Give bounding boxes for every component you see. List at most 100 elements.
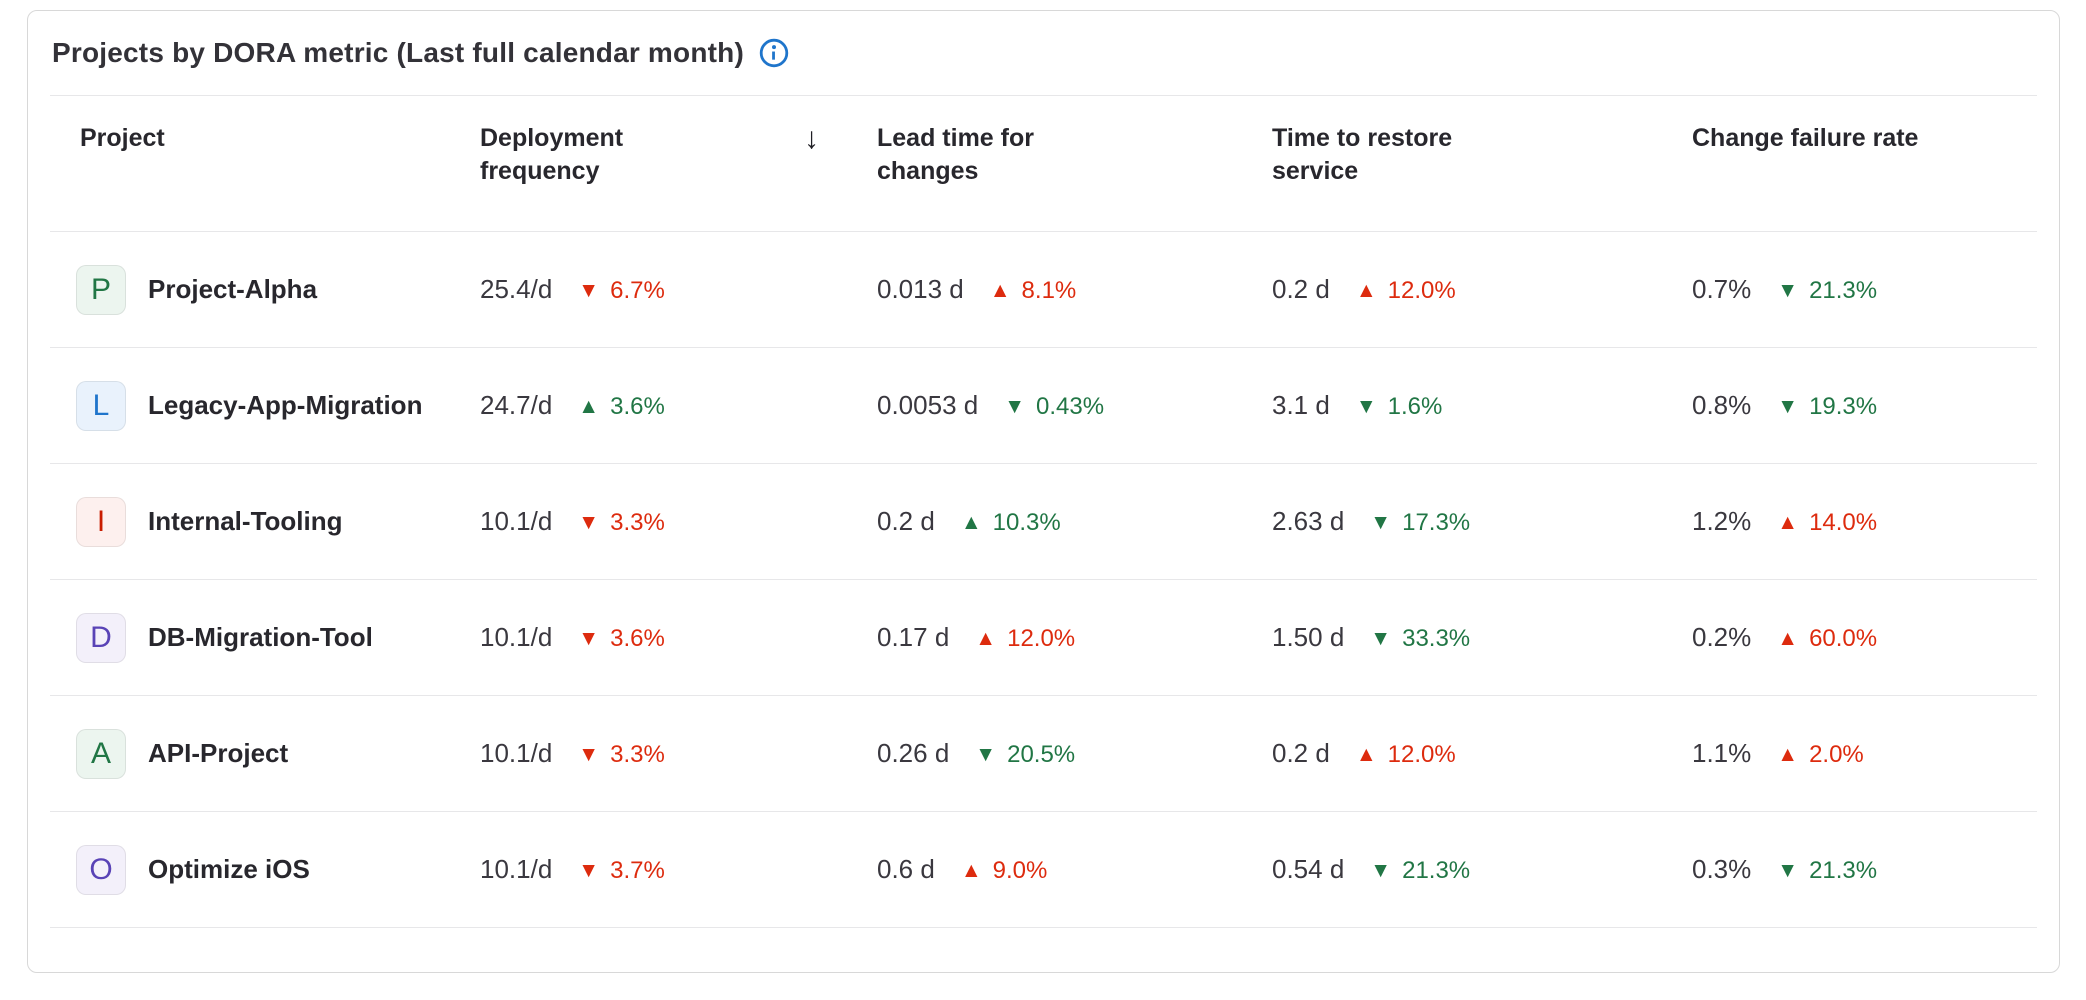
trend-percent: 3.6% xyxy=(610,625,665,652)
metric-cell-deployment-frequency: 10.1/d ▼ 3.3% xyxy=(456,506,853,537)
trend-up-icon: ▲ xyxy=(578,395,600,418)
metric-value: 25.4/d xyxy=(480,274,553,304)
metric-cell-deployment-frequency: 10.1/d ▼ 3.3% xyxy=(456,738,853,769)
project-name[interactable]: Optimize iOS xyxy=(148,854,310,884)
trend-up-icon: ▲ xyxy=(1355,743,1377,766)
table-row: I Internal-Tooling 10.1/d ▼ 3.3% 0.2 d ▲ 10.3% 2… xyxy=(50,464,2037,580)
trend-indicator: ▼ 1.6% xyxy=(1356,393,1443,421)
metric-cell-change-failure-rate: 1.2% ▲ 14.0% xyxy=(1668,506,2037,537)
metric-cell-lead-time-for-changes: 0.26 d ▼ 20.5% xyxy=(853,738,1248,769)
trend-down-icon: ▼ xyxy=(1777,395,1799,418)
project-cell[interactable]: D DB-Migration-Tool xyxy=(50,612,456,663)
metric-cell-time-to-restore-service: 2.63 d ▼ 17.3% xyxy=(1248,506,1668,537)
table-row: A API-Project 10.1/d ▼ 3.3% 0.26 d ▼ 20.5% 0.2 d… xyxy=(50,696,2037,812)
metric-value: 0.6 d xyxy=(877,854,935,884)
trend-down-icon: ▼ xyxy=(1777,859,1799,882)
trend-up-icon: ▲ xyxy=(975,627,997,650)
trend-indicator: ▲ 60.0% xyxy=(1777,625,1877,653)
card-title: Projects by DORA metric (Last full calen… xyxy=(52,37,744,68)
metric-cell-deployment-frequency: 25.4/d ▼ 6.7% xyxy=(456,274,853,305)
column-header-time-to-restore-service[interactable]: Time to restore service xyxy=(1272,124,1453,185)
info-circle-icon[interactable] xyxy=(758,37,790,69)
project-avatar: P xyxy=(76,264,126,315)
metric-value: 0.2% xyxy=(1692,622,1752,652)
project-cell[interactable]: L Legacy-App-Migration xyxy=(50,380,456,431)
project-cell[interactable]: A API-Project xyxy=(50,728,456,779)
trend-down-icon: ▼ xyxy=(578,859,600,882)
trend-indicator: ▲ 2.0% xyxy=(1777,741,1864,769)
metric-value: 0.54 d xyxy=(1272,854,1345,884)
metric-value: 3.1 d xyxy=(1272,390,1330,420)
card-header: Projects by DORA metric (Last full calen… xyxy=(50,11,2037,96)
project-avatar: L xyxy=(76,380,126,431)
metric-value: 10.1/d xyxy=(480,738,553,768)
metric-value: 1.1% xyxy=(1692,738,1752,768)
trend-indicator: ▼ 6.7% xyxy=(578,277,665,305)
metric-cell-time-to-restore-service: 0.2 d ▲ 12.0% xyxy=(1248,274,1668,305)
metric-cell-lead-time-for-changes: 0.2 d ▲ 10.3% xyxy=(853,506,1248,537)
trend-indicator: ▼ 17.3% xyxy=(1370,509,1470,537)
column-header-deployment-frequency[interactable]: Deployment frequency ↓ xyxy=(480,122,819,185)
trend-indicator: ▲ 12.0% xyxy=(1356,741,1456,769)
sort-descending-icon[interactable]: ↓ xyxy=(804,122,819,155)
trend-percent: 12.0% xyxy=(1387,741,1456,768)
metric-value: 2.63 d xyxy=(1272,506,1345,536)
trend-down-icon: ▼ xyxy=(1004,395,1026,418)
metric-cell-deployment-frequency: 24.7/d ▲ 3.6% xyxy=(456,390,853,421)
trend-indicator: ▲ 10.3% xyxy=(961,509,1061,537)
metric-value: 0.3% xyxy=(1692,854,1752,884)
project-name[interactable]: API-Project xyxy=(148,738,289,768)
trend-down-icon: ▼ xyxy=(1370,511,1392,534)
column-header-project[interactable]: Project xyxy=(80,124,165,152)
trend-indicator: ▼ 21.3% xyxy=(1777,857,1877,885)
metric-cell-lead-time-for-changes: 0.6 d ▲ 9.0% xyxy=(853,854,1248,885)
trend-down-icon: ▼ xyxy=(578,743,600,766)
metric-cell-lead-time-for-changes: 0.17 d ▲ 12.0% xyxy=(853,622,1248,653)
trend-percent: 6.7% xyxy=(610,277,665,304)
table-row: O Optimize iOS 10.1/d ▼ 3.7% 0.6 d ▲ 9.0% 0.54 d… xyxy=(50,812,2037,928)
project-name[interactable]: DB-Migration-Tool xyxy=(148,622,373,652)
project-cell[interactable]: P Project-Alpha xyxy=(50,264,456,315)
trend-down-icon: ▼ xyxy=(1370,859,1392,882)
project-cell[interactable]: O Optimize iOS xyxy=(50,844,456,895)
project-name[interactable]: Legacy-App-Migration xyxy=(148,390,423,420)
trend-down-icon: ▼ xyxy=(1355,395,1377,418)
project-avatar: I xyxy=(76,496,126,547)
project-avatar: O xyxy=(76,844,126,895)
metric-cell-lead-time-for-changes: 0.0053 d ▼ 0.43% xyxy=(853,390,1248,421)
metric-cell-change-failure-rate: 1.1% ▲ 2.0% xyxy=(1668,738,2037,769)
trend-percent: 3.6% xyxy=(610,393,665,420)
trend-down-icon: ▼ xyxy=(1777,279,1799,302)
trend-indicator: ▼ 19.3% xyxy=(1777,393,1877,421)
trend-indicator: ▼ 0.43% xyxy=(1004,393,1104,421)
metric-cell-time-to-restore-service: 0.54 d ▼ 21.3% xyxy=(1248,854,1668,885)
trend-up-icon: ▲ xyxy=(960,859,982,882)
trend-down-icon: ▼ xyxy=(578,279,600,302)
project-cell[interactable]: I Internal-Tooling xyxy=(50,496,456,547)
project-avatar: A xyxy=(76,728,126,779)
column-header-change-failure-rate[interactable]: Change failure rate xyxy=(1692,124,1919,152)
trend-percent: 2.0% xyxy=(1809,741,1864,768)
metric-value: 10.1/d xyxy=(480,854,553,884)
metric-value: 0.26 d xyxy=(877,738,950,768)
metric-value: 0.17 d xyxy=(877,622,950,652)
column-header-lead-time-for-changes[interactable]: Lead time for changes xyxy=(877,124,1034,185)
trend-indicator: ▼ 33.3% xyxy=(1370,625,1470,653)
trend-down-icon: ▼ xyxy=(578,511,600,534)
project-name[interactable]: Internal-Tooling xyxy=(148,506,343,536)
metric-cell-change-failure-rate: 0.7% ▼ 21.3% xyxy=(1668,274,2037,305)
metric-value: 10.1/d xyxy=(480,622,553,652)
trend-up-icon: ▲ xyxy=(1777,627,1799,650)
metric-value: 1.50 d xyxy=(1272,622,1345,652)
metric-value: 0.2 d xyxy=(1272,738,1330,768)
project-name[interactable]: Project-Alpha xyxy=(148,274,318,304)
trend-percent: 19.3% xyxy=(1809,393,1878,420)
metric-cell-lead-time-for-changes: 0.013 d ▲ 8.1% xyxy=(853,274,1248,305)
trend-indicator: ▲ 8.1% xyxy=(990,277,1077,305)
metric-cell-change-failure-rate: 0.3% ▼ 21.3% xyxy=(1668,854,2037,885)
trend-percent: 12.0% xyxy=(1007,625,1076,652)
metric-cell-time-to-restore-service: 0.2 d ▲ 12.0% xyxy=(1248,738,1668,769)
trend-down-icon: ▼ xyxy=(975,743,997,766)
trend-percent: 3.7% xyxy=(610,857,665,884)
trend-percent: 60.0% xyxy=(1809,625,1878,652)
